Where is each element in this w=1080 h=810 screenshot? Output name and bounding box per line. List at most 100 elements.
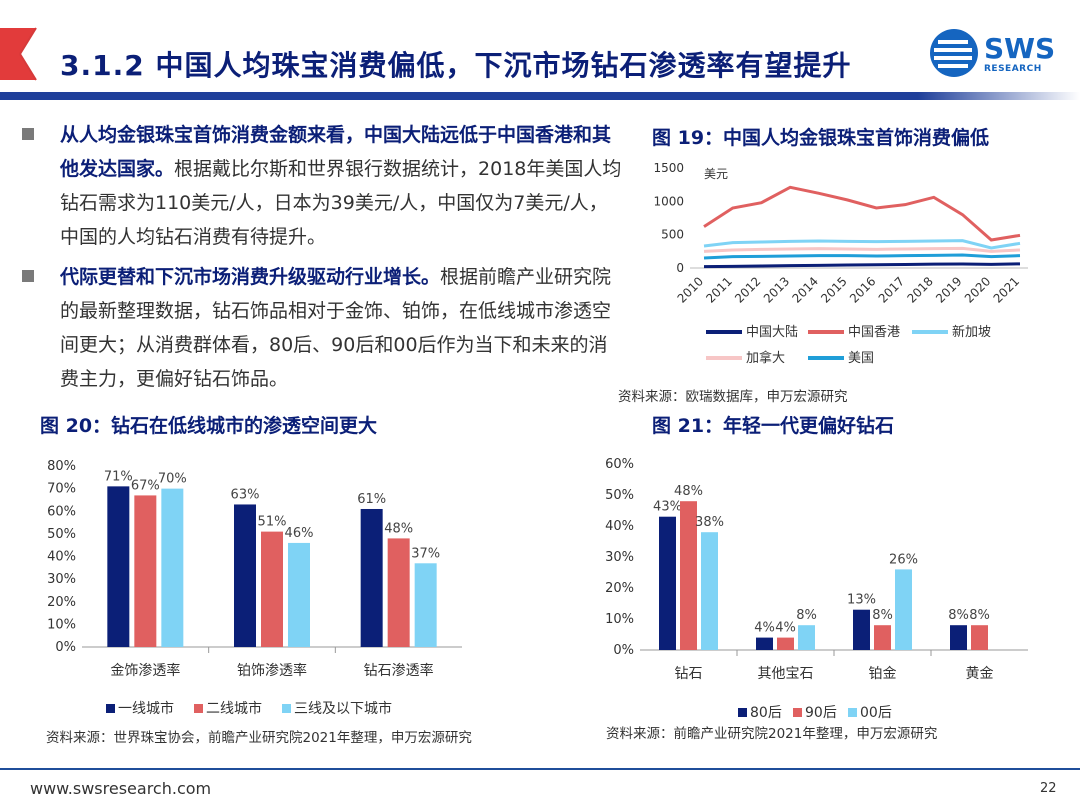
fig19-xtick-label: 2015 (818, 274, 849, 305)
fig21-bar (950, 625, 967, 650)
bullet-square-icon (22, 270, 34, 282)
fig21-ytick-label: 10% (605, 612, 634, 627)
fig21-category-label: 黄金 (966, 665, 994, 682)
fig20-bar (360, 508, 383, 647)
fig19-legend-label: 中国大陆 (746, 324, 798, 340)
fig20-data-label: 70% (158, 472, 187, 487)
fig19-xtick-label: 2011 (703, 274, 734, 305)
fig20-data-label: 71% (104, 469, 133, 484)
fig20-legend-swatch (106, 704, 115, 713)
fig19-xtick-label: 2020 (962, 274, 993, 305)
fig21-category-label: 钻石 (675, 666, 703, 682)
fig19-xtick-label: 2010 (675, 274, 706, 305)
fig21-category-label: 铂金 (869, 666, 897, 682)
fig19-source: 资料来源：欧瑞数据库，申万宏源研究 (618, 389, 848, 405)
footer-url[interactable]: www.swsresearch.com (30, 779, 212, 798)
fig20-legend-label: 二线城市 (206, 700, 262, 717)
fig20-ytick-label: 50% (47, 527, 76, 542)
fig21-data-label: 43% (653, 500, 682, 515)
fig21-legend-swatch (848, 708, 857, 717)
fig20-category-label: 铂饰渗透率 (237, 662, 307, 679)
fig19-xtick-label: 2013 (761, 274, 792, 305)
fig21-source: 资料来源：前瞻产业研究院2021年整理，申万宏源研究 (606, 726, 938, 742)
fig20-bar (414, 563, 437, 647)
fig21-data-label: 8% (948, 608, 969, 623)
fig19-xtick-label: 2017 (876, 274, 907, 305)
fig20-bar (134, 495, 157, 647)
fig20-data-label: 37% (411, 546, 440, 561)
fig21-legend-swatch (793, 708, 802, 717)
fig19-series-line (703, 253, 1021, 260)
bullet-bold: 从人均金银珠宝首饰消费金额来看，中国大陆远低于中国香港和其他发达国家。 (60, 124, 612, 180)
fig19-legend-label: 加拿大 (746, 350, 785, 366)
fig20-ytick-label: 80% (47, 459, 76, 474)
fig21-data-label: 4% (754, 621, 775, 636)
header-decoration (0, 27, 1080, 100)
fig21-ytick-label: 30% (605, 550, 634, 565)
fig20-ytick-label: 60% (47, 504, 76, 519)
fig21-bar (756, 637, 773, 650)
fig21-title: 图 21：年轻一代更偏好钻石 (652, 415, 895, 437)
page-number: 22 (1040, 781, 1057, 796)
fig20-legend-swatch (282, 704, 291, 713)
fig20-ytick-label: 10% (47, 617, 76, 632)
fig19-title: 图 19：中国人均金银珠宝首饰消费偏低 (652, 127, 990, 149)
sws-logo: SWS RESEARCH (928, 26, 1068, 80)
bullet-body: 根据戴比尔斯和世界银行数据统计，2018年美国人均钻石需求为110美元/人，日本… (60, 158, 622, 248)
fig20-data-label: 67% (131, 478, 160, 493)
fig20-bar (161, 488, 184, 647)
fig21-data-label: 13% (847, 593, 876, 608)
fig19-legend-label: 新加坡 (952, 324, 991, 340)
fig21-bar (701, 532, 718, 650)
fig19-series-line (703, 185, 1021, 242)
fig20-ytick-label: 0% (55, 640, 76, 655)
fig21-bar (659, 516, 676, 650)
fig20-category-label: 钻石渗透率 (364, 662, 434, 679)
fig20-legend-swatch (194, 704, 203, 713)
fig21-ytick-label: 20% (605, 581, 634, 596)
fig21-data-label: 8% (969, 608, 990, 623)
fig19-ytick-label: 500 (661, 228, 684, 242)
fig21-data-label: 8% (796, 608, 817, 623)
fig21-category-label: 其他宝石 (758, 666, 814, 682)
fig21-data-label: 48% (674, 484, 703, 499)
fig19-series-line (703, 239, 1021, 250)
fig20-bar (288, 542, 310, 647)
fig21-ytick-label: 50% (605, 488, 634, 503)
header: 3.1.2 中国人均珠宝消费偏低，下沉市场钻石渗透率有望提升 SWS RESEA… (0, 0, 1080, 110)
footer-divider (0, 768, 1080, 770)
fig19-y-unit: 美元 (704, 167, 728, 181)
fig19-legend-label: 中国香港 (848, 325, 900, 340)
fig21-ytick-label: 0% (613, 643, 634, 658)
logo-subtext: RESEARCH (984, 64, 1042, 74)
fig19-series-line (703, 262, 1021, 269)
fig20-ytick-label: 40% (47, 550, 76, 565)
fig19-xtick-label: 2016 (847, 274, 878, 305)
fig20-bar (107, 486, 130, 647)
fig19-ytick-label: 1500 (653, 161, 684, 175)
fig21-bar (874, 625, 891, 650)
bullet-bold: 代际更替和下沉市场消费升级驱动行业增长。 (60, 266, 441, 288)
fig20-data-label: 51% (258, 515, 287, 530)
fig20-category-label: 金饰渗透率 (110, 662, 180, 679)
fig20-bar (261, 531, 283, 647)
fig20-source: 资料来源：世界珠宝协会，前瞻产业研究院2021年整理，申万宏源研究 (46, 730, 472, 746)
bullet-body: 根据前瞻产业研究院的最新整理数据，钻石饰品相对于金饰、铂饰，在低线城市渗透空间更… (60, 266, 612, 390)
fig20-legend-label: 三线及以下城市 (294, 700, 392, 717)
fig19-xtick-label: 2012 (732, 274, 763, 305)
fig19-xtick-label: 2021 (991, 274, 1022, 305)
fig21-legend-label: 90后 (805, 705, 837, 721)
fig21-bar (853, 609, 870, 650)
page-title: 3.1.2 中国人均珠宝消费偏低，下沉市场钻石渗透率有望提升 (60, 49, 852, 82)
fig21-data-label: 26% (889, 552, 918, 567)
fig21-bar (895, 569, 912, 650)
fig20-bar (234, 504, 256, 647)
fig20-data-label: 48% (384, 521, 413, 536)
fig20-bar (387, 538, 410, 647)
bullet-list: 从人均金银珠宝首饰消费金额来看，中国大陆远低于中国香港和其他发达国家。根据戴比尔… (22, 118, 622, 402)
fig21-legend-label: 00后 (860, 705, 892, 721)
fig20-data-label: 61% (357, 492, 386, 507)
fig19-xtick-label: 2019 (933, 274, 964, 305)
fig21-bar (680, 501, 697, 650)
